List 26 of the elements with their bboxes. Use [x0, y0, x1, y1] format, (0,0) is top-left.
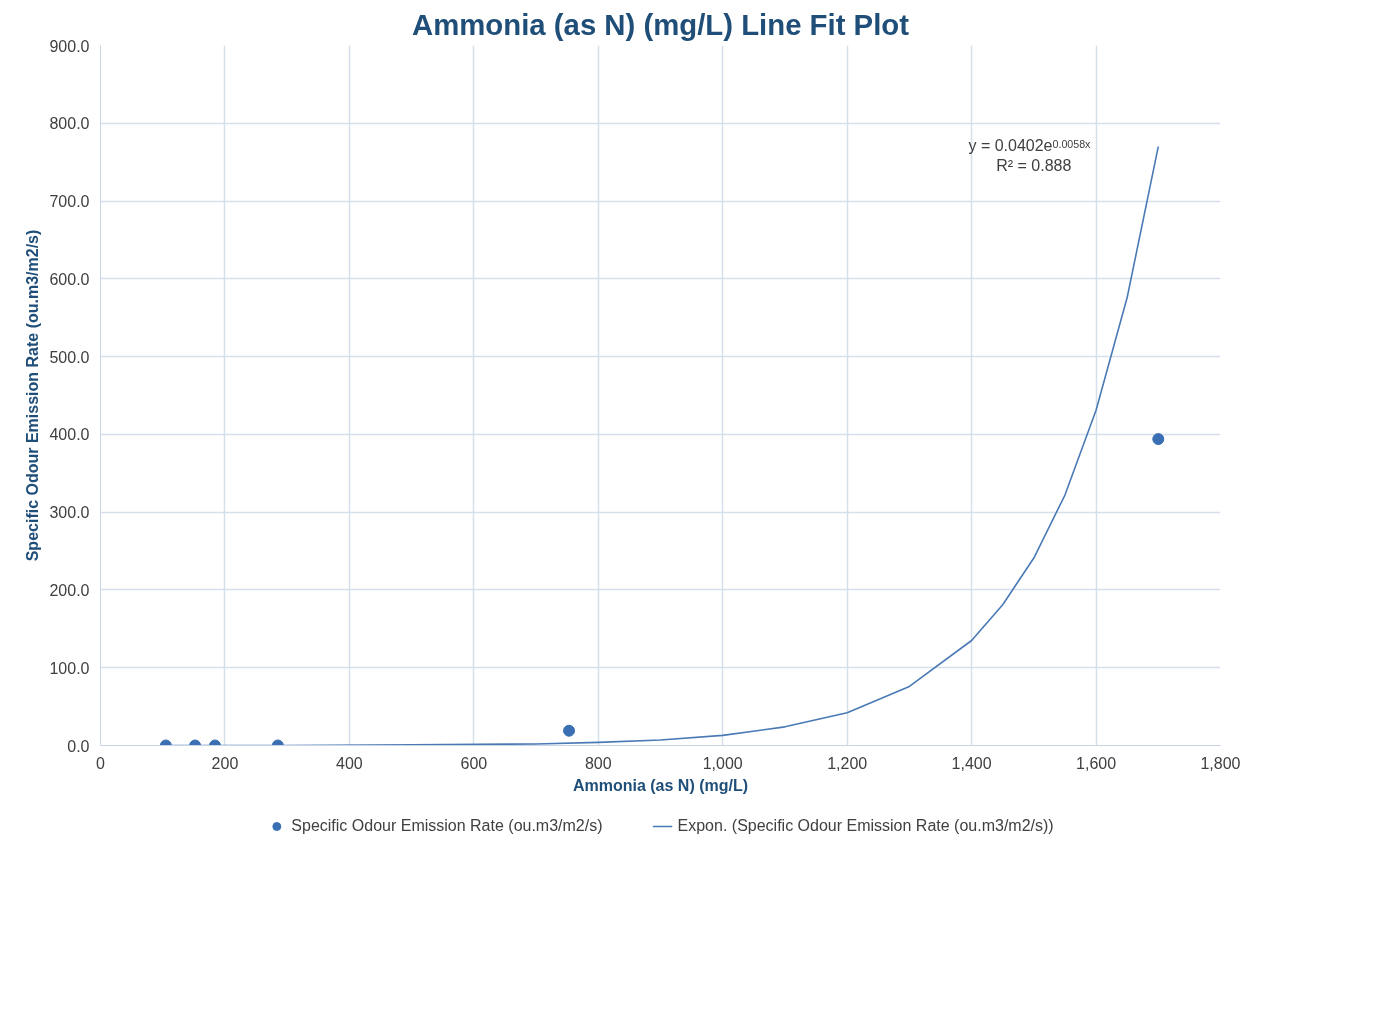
- x-tick-label: 1,600: [1076, 754, 1117, 772]
- x-tick-label: 0: [96, 754, 106, 772]
- y-tick-label: 600.0: [49, 270, 90, 288]
- y-tick-label: 900.0: [49, 37, 90, 55]
- x-tick-label: 600: [460, 754, 488, 772]
- y-tick-label: 700.0: [49, 193, 90, 211]
- y-tick-label: 800.0: [49, 115, 90, 133]
- x-tick-label: 1,400: [951, 754, 992, 772]
- y-tick-label: 0.0: [67, 737, 90, 755]
- y-tick-label: 500.0: [49, 348, 90, 366]
- legend-label: Expon. (Specific Odour Emission Rate (ou.m3/m2/s)): [677, 817, 1054, 835]
- y-tick-label: 300.0: [49, 504, 90, 522]
- x-tick-label: 200: [211, 754, 239, 772]
- x-tick-label: 400: [336, 754, 363, 772]
- x-axis-title: Ammonia (as N) (mg/L): [572, 776, 749, 794]
- y-tick-label: 100.0: [49, 659, 90, 677]
- x-tick-label: 800: [584, 754, 612, 772]
- legend-label: Specific Odour Emission Rate (ou.m3/m2/s): [291, 817, 603, 835]
- x-tick-label: 1,000: [702, 754, 743, 772]
- chart-title: Ammonia (as N) (mg/L) Line Fit Plot: [412, 7, 910, 41]
- y-tick-label: 200.0: [49, 581, 90, 599]
- y-tick-label: 400.0: [49, 426, 90, 444]
- annotation: R² = 0.888: [996, 156, 1072, 174]
- x-tick-label: 1,800: [1200, 754, 1241, 772]
- y-axis-title: Specific Odour Emission Rate (ou.m3/m2/s): [24, 229, 42, 562]
- x-tick-label: 1,200: [827, 754, 868, 772]
